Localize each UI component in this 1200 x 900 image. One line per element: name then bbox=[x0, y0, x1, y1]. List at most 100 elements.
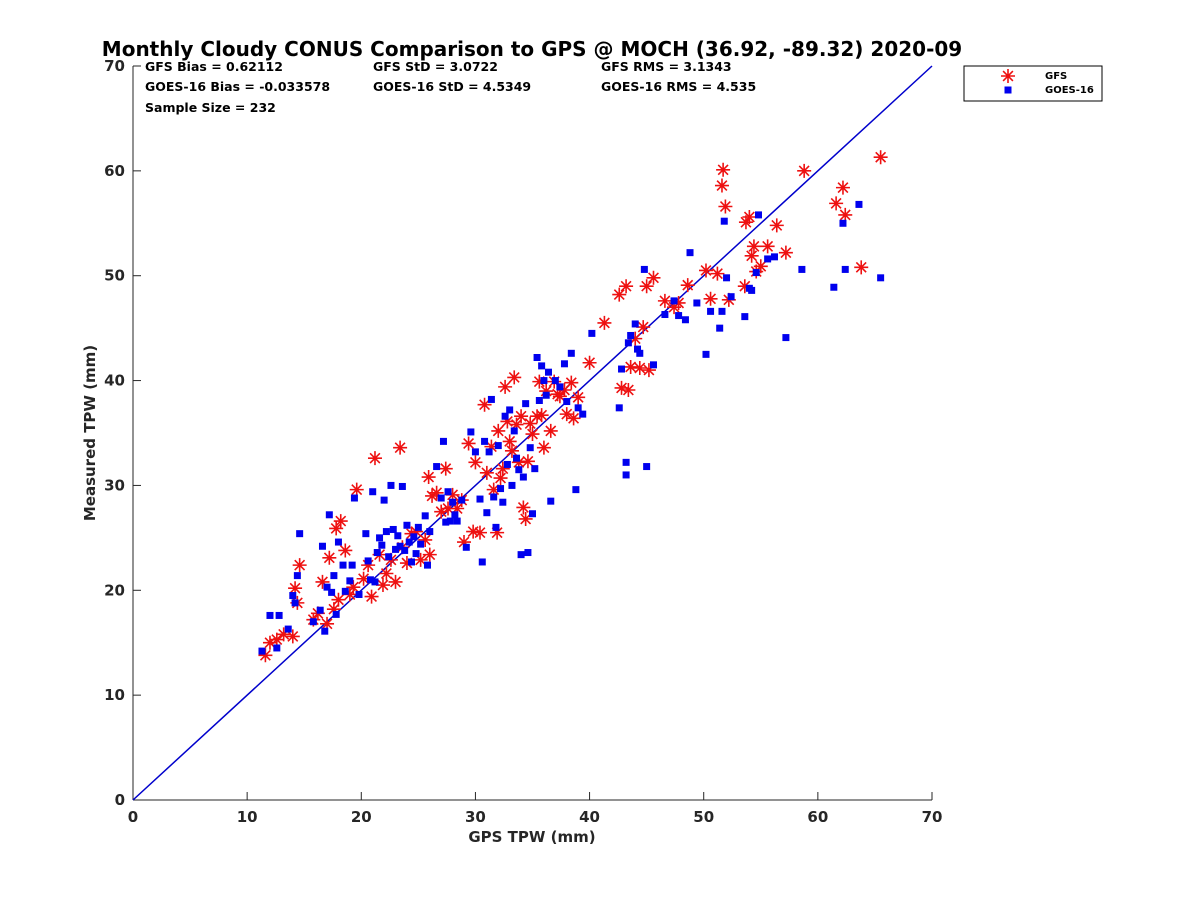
goes16-point bbox=[296, 530, 304, 538]
gfs-std-stat: GFS StD = 3.0722 bbox=[373, 59, 498, 74]
goes16-point bbox=[622, 458, 630, 466]
gfs-point bbox=[276, 627, 291, 642]
goes16-point bbox=[631, 320, 639, 328]
gfs-point bbox=[490, 525, 505, 540]
goes16-point bbox=[437, 494, 445, 502]
goes16-point bbox=[670, 297, 678, 305]
gfs-point bbox=[742, 209, 757, 224]
gfs-point bbox=[326, 602, 341, 617]
goes16-point bbox=[330, 572, 338, 580]
goes16-point bbox=[675, 312, 683, 320]
goes16-point bbox=[533, 354, 541, 362]
goes16-series bbox=[258, 200, 885, 655]
goes16-point bbox=[643, 463, 651, 471]
gfs-point bbox=[703, 291, 718, 306]
goes16-point bbox=[544, 368, 552, 376]
goes16-point bbox=[355, 590, 363, 598]
gfs-point bbox=[543, 423, 558, 438]
goes16-point bbox=[661, 311, 669, 319]
gfs-point bbox=[597, 315, 612, 330]
gfs-point bbox=[361, 558, 376, 573]
goes16-point bbox=[556, 383, 564, 391]
gfs-bias-stat: GFS Bias = 0.62112 bbox=[145, 59, 283, 74]
goes16-point bbox=[618, 365, 626, 373]
gfs-point bbox=[760, 239, 775, 254]
x-tick-label: 10 bbox=[237, 808, 258, 826]
x-tick-label: 50 bbox=[693, 808, 714, 826]
stats-block: GFS Bias = 0.62112 GOES-16 Bias = -0.033… bbox=[145, 59, 756, 115]
gfs-point bbox=[564, 375, 579, 390]
gfs-point bbox=[797, 163, 812, 178]
gfs-point bbox=[472, 525, 487, 540]
goes16-point bbox=[524, 549, 532, 557]
goes16-point bbox=[720, 217, 728, 225]
gfs-point bbox=[520, 454, 535, 469]
goes16-point bbox=[453, 517, 461, 525]
goes16-point bbox=[309, 618, 317, 626]
goes16-point bbox=[519, 473, 527, 481]
goes16-point bbox=[764, 255, 772, 263]
goes16-point bbox=[408, 558, 416, 566]
gfs-point bbox=[450, 501, 465, 516]
gfs-point bbox=[262, 635, 277, 650]
gfs-point bbox=[466, 524, 481, 539]
goes16-point bbox=[321, 627, 329, 635]
gfs-point bbox=[457, 535, 472, 550]
goes16-point bbox=[389, 525, 397, 533]
gfs-point bbox=[518, 511, 533, 526]
goes16-point bbox=[258, 647, 266, 655]
legend-goes-marker bbox=[1004, 86, 1012, 94]
gfs-point bbox=[738, 215, 753, 230]
goes16-point bbox=[323, 583, 331, 591]
gfs-point bbox=[468, 455, 483, 470]
goes16-point bbox=[273, 644, 281, 652]
goes16-point bbox=[378, 541, 386, 549]
goes16-point bbox=[624, 339, 632, 347]
gfs-point bbox=[559, 407, 574, 422]
goes16-point bbox=[318, 542, 326, 550]
goes16-point bbox=[405, 538, 413, 546]
goes16-point bbox=[485, 448, 493, 456]
x-tick-label: 40 bbox=[579, 808, 600, 826]
goes16-point bbox=[332, 610, 340, 618]
gfs-point bbox=[504, 443, 519, 458]
gfs-point bbox=[315, 574, 330, 589]
goes16-point bbox=[266, 611, 274, 619]
gfs-point bbox=[425, 488, 440, 503]
goes16-point bbox=[471, 448, 479, 456]
goes16-point bbox=[718, 307, 726, 315]
goes16-point bbox=[385, 553, 393, 561]
goes16-point bbox=[681, 316, 689, 324]
gfs-point bbox=[422, 547, 437, 562]
goes16-point bbox=[634, 345, 642, 353]
gfs-point bbox=[441, 501, 456, 516]
gfs-point bbox=[507, 370, 522, 385]
gfs-point bbox=[509, 417, 524, 432]
legend-gfs-asterisk bbox=[1001, 69, 1015, 83]
gfs-point bbox=[349, 482, 364, 497]
gfs-point bbox=[438, 461, 453, 476]
gfs-point bbox=[421, 470, 436, 485]
legend: GFS GOES-16 bbox=[963, 65, 1103, 102]
gfs-point bbox=[612, 287, 627, 302]
gfs-point bbox=[346, 580, 361, 595]
goes16-point bbox=[510, 427, 518, 435]
gfs-point bbox=[502, 434, 517, 449]
gfs-point bbox=[778, 245, 793, 260]
x-tick-label: 70 bbox=[922, 808, 943, 826]
goes-std-stat: GOES-16 StD = 4.5349 bbox=[373, 79, 531, 94]
gfs-point bbox=[532, 374, 547, 389]
goes16-point bbox=[686, 249, 694, 257]
goes16-point bbox=[572, 486, 580, 494]
gfs-point bbox=[552, 389, 567, 404]
gfs-point bbox=[566, 411, 581, 426]
goes16-point bbox=[529, 510, 536, 518]
goes16-point bbox=[339, 561, 347, 569]
goes16-point bbox=[289, 592, 297, 600]
gfs-point bbox=[838, 207, 853, 222]
sample-size-stat: Sample Size = 232 bbox=[145, 100, 276, 115]
gfs-point bbox=[434, 504, 449, 519]
goes16-point bbox=[423, 561, 431, 569]
gfs-point bbox=[495, 461, 510, 476]
goes16-point bbox=[364, 557, 372, 565]
